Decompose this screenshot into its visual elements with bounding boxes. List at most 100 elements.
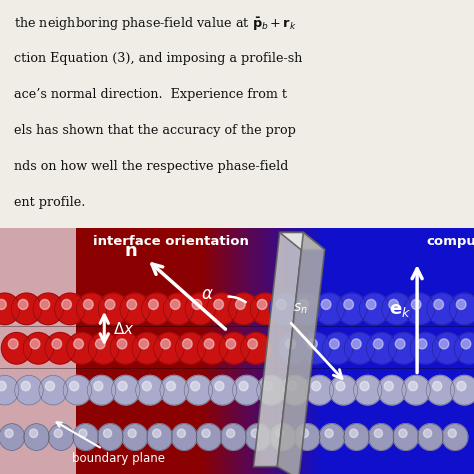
Polygon shape (296, 228, 298, 474)
Polygon shape (298, 228, 300, 474)
Circle shape (98, 424, 123, 450)
Polygon shape (269, 228, 271, 474)
Polygon shape (238, 228, 240, 474)
Circle shape (360, 381, 369, 391)
Circle shape (294, 424, 320, 450)
Text: ction Equation (3), and imposing a profile-sh: ction Equation (3), and imposing a profi… (14, 52, 302, 65)
Polygon shape (271, 228, 273, 474)
Circle shape (329, 375, 358, 405)
Circle shape (308, 339, 317, 349)
Circle shape (423, 429, 432, 438)
Circle shape (207, 293, 237, 325)
Circle shape (299, 300, 309, 310)
Polygon shape (242, 228, 244, 474)
Circle shape (402, 375, 430, 405)
Circle shape (48, 424, 74, 450)
Circle shape (94, 381, 103, 391)
Circle shape (311, 381, 321, 391)
Polygon shape (0, 228, 76, 474)
Circle shape (192, 300, 202, 310)
Circle shape (76, 293, 107, 325)
Circle shape (87, 375, 116, 405)
Circle shape (117, 339, 127, 349)
Circle shape (409, 381, 418, 391)
Polygon shape (0, 228, 76, 474)
Polygon shape (283, 228, 285, 474)
Circle shape (142, 293, 172, 325)
Text: $\Delta x$: $\Delta x$ (113, 320, 135, 337)
Circle shape (175, 333, 206, 364)
Circle shape (142, 381, 151, 391)
Circle shape (83, 300, 93, 310)
Circle shape (62, 300, 72, 310)
Polygon shape (318, 228, 320, 474)
Text: els has shown that the accuracy of the prop: els has shown that the accuracy of the p… (14, 124, 296, 137)
Polygon shape (250, 228, 253, 474)
Circle shape (33, 293, 64, 325)
Circle shape (79, 429, 87, 438)
Circle shape (164, 293, 194, 325)
Circle shape (149, 300, 158, 310)
Polygon shape (255, 228, 256, 474)
Circle shape (374, 339, 383, 349)
Text: boundary plane: boundary plane (56, 422, 165, 465)
Circle shape (73, 339, 83, 349)
Circle shape (359, 293, 390, 325)
Circle shape (0, 381, 6, 391)
Circle shape (98, 293, 128, 325)
Polygon shape (285, 228, 287, 474)
Circle shape (139, 339, 149, 349)
Polygon shape (287, 228, 290, 474)
Circle shape (417, 339, 427, 349)
Circle shape (461, 339, 471, 349)
Circle shape (322, 333, 353, 364)
Text: $\alpha$: $\alpha$ (201, 285, 214, 303)
Polygon shape (211, 228, 213, 474)
Circle shape (457, 381, 466, 391)
Circle shape (336, 381, 345, 391)
Circle shape (11, 293, 42, 325)
Circle shape (185, 293, 215, 325)
Circle shape (279, 333, 309, 364)
Circle shape (245, 424, 271, 450)
Polygon shape (219, 228, 222, 474)
Circle shape (345, 333, 375, 364)
Circle shape (215, 381, 224, 391)
Circle shape (439, 339, 449, 349)
Circle shape (337, 293, 367, 325)
Circle shape (67, 333, 97, 364)
Circle shape (0, 300, 6, 310)
Circle shape (287, 381, 297, 391)
Polygon shape (236, 228, 238, 474)
Polygon shape (314, 228, 316, 474)
Circle shape (0, 293, 20, 325)
Polygon shape (316, 228, 318, 474)
Circle shape (18, 300, 28, 310)
Polygon shape (293, 228, 296, 474)
Circle shape (95, 339, 105, 349)
Circle shape (89, 333, 119, 364)
Circle shape (5, 429, 13, 438)
Circle shape (55, 293, 85, 325)
Circle shape (454, 333, 474, 364)
Circle shape (411, 300, 421, 310)
Circle shape (46, 381, 55, 391)
Circle shape (263, 381, 273, 391)
Circle shape (29, 429, 38, 438)
Circle shape (434, 300, 444, 310)
Circle shape (23, 333, 54, 364)
Circle shape (314, 293, 345, 325)
Circle shape (251, 429, 259, 438)
Circle shape (70, 381, 79, 391)
Circle shape (276, 429, 284, 438)
Circle shape (248, 339, 257, 349)
Polygon shape (275, 228, 277, 474)
Circle shape (239, 381, 248, 391)
Circle shape (204, 339, 214, 349)
Polygon shape (253, 228, 255, 474)
Polygon shape (259, 228, 261, 474)
Circle shape (427, 293, 457, 325)
Polygon shape (290, 228, 292, 474)
Circle shape (368, 424, 394, 450)
Circle shape (24, 424, 49, 450)
